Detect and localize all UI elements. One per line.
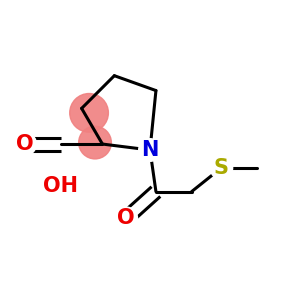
Circle shape	[79, 126, 111, 159]
Circle shape	[115, 207, 137, 230]
Text: O: O	[16, 134, 34, 154]
Text: O: O	[117, 208, 135, 228]
Circle shape	[14, 133, 37, 155]
Circle shape	[139, 139, 161, 161]
Text: S: S	[214, 158, 229, 178]
Circle shape	[45, 170, 76, 201]
Text: N: N	[141, 140, 159, 160]
Circle shape	[70, 94, 108, 132]
Text: OH: OH	[43, 176, 78, 196]
Circle shape	[210, 157, 233, 179]
